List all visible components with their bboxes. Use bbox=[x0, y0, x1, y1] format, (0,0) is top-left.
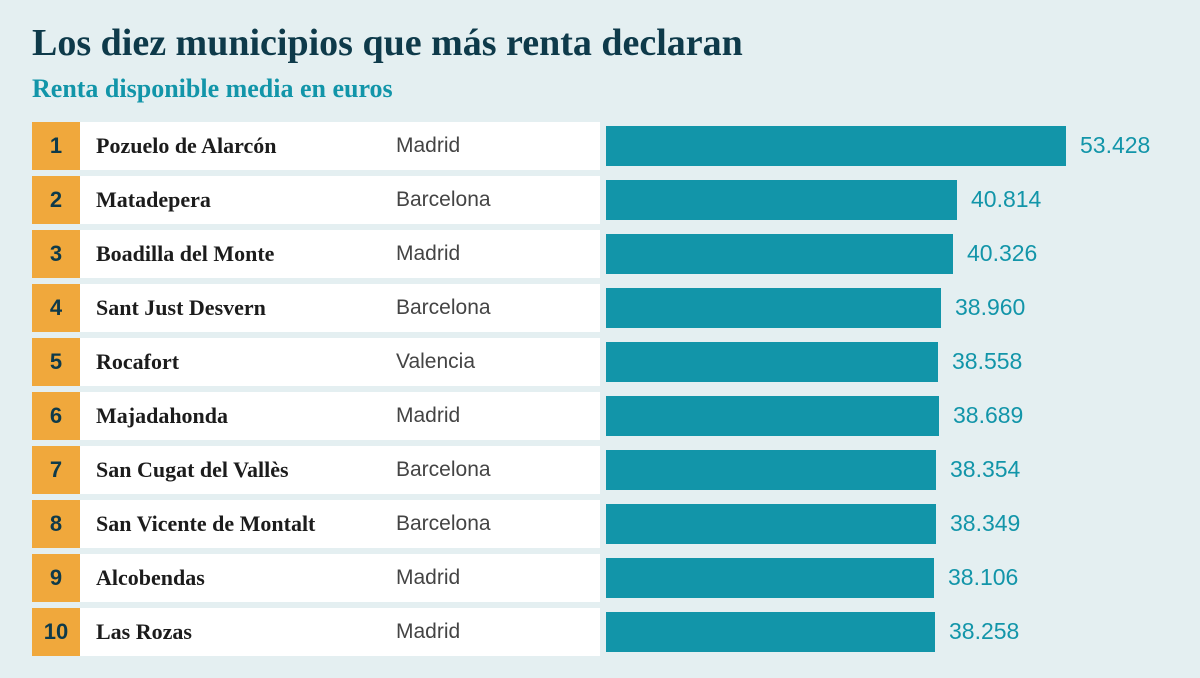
province-label: Barcelona bbox=[396, 458, 491, 482]
table-row: 9AlcobendasMadrid38.106 bbox=[32, 554, 1168, 602]
bar-fill bbox=[606, 504, 936, 544]
rank-badge: 7 bbox=[32, 446, 80, 494]
value-label: 38.349 bbox=[950, 510, 1020, 537]
chart-title: Los diez municipios que más renta declar… bbox=[32, 22, 1168, 66]
rank-badge: 1 bbox=[32, 122, 80, 170]
table-row: 5RocafortValencia38.558 bbox=[32, 338, 1168, 386]
province-label: Madrid bbox=[396, 404, 460, 428]
bar-cell: 38.106 bbox=[600, 554, 1168, 602]
municipality-label: Majadahonda bbox=[96, 403, 396, 429]
rank-badge: 2 bbox=[32, 176, 80, 224]
bar-fill bbox=[606, 612, 935, 652]
municipality-label: Boadilla del Monte bbox=[96, 241, 396, 267]
value-label: 40.814 bbox=[971, 186, 1041, 213]
bar-fill bbox=[606, 234, 953, 274]
chart-rows: 1Pozuelo de AlarcónMadrid53.4282Matadepe… bbox=[32, 122, 1168, 656]
label-cell: Sant Just DesvernBarcelona bbox=[80, 284, 600, 332]
rank-badge: 9 bbox=[32, 554, 80, 602]
label-cell: Las RozasMadrid bbox=[80, 608, 600, 656]
value-label: 38.354 bbox=[950, 456, 1020, 483]
municipality-label: San Vicente de Montalt bbox=[96, 511, 396, 537]
municipality-label: Rocafort bbox=[96, 349, 396, 375]
chart-panel: Los diez municipios que más renta declar… bbox=[0, 0, 1200, 678]
municipality-label: Sant Just Desvern bbox=[96, 295, 396, 321]
bar-cell: 38.689 bbox=[600, 392, 1168, 440]
label-cell: Pozuelo de AlarcónMadrid bbox=[80, 122, 600, 170]
value-label: 40.326 bbox=[967, 240, 1037, 267]
chart-subtitle: Renta disponible media en euros bbox=[32, 74, 1168, 104]
municipality-label: Pozuelo de Alarcón bbox=[96, 133, 396, 159]
province-label: Barcelona bbox=[396, 296, 491, 320]
province-label: Valencia bbox=[396, 350, 475, 374]
bar-cell: 38.258 bbox=[600, 608, 1168, 656]
label-cell: MatadeperaBarcelona bbox=[80, 176, 600, 224]
value-label: 38.960 bbox=[955, 294, 1025, 321]
bar-fill bbox=[606, 558, 934, 598]
bar-cell: 38.349 bbox=[600, 500, 1168, 548]
bar-fill bbox=[606, 450, 936, 490]
label-cell: San Vicente de MontaltBarcelona bbox=[80, 500, 600, 548]
table-row: 7San Cugat del VallèsBarcelona38.354 bbox=[32, 446, 1168, 494]
bar-fill bbox=[606, 396, 939, 436]
bar-fill bbox=[606, 180, 957, 220]
province-label: Madrid bbox=[396, 620, 460, 644]
value-label: 38.689 bbox=[953, 402, 1023, 429]
bar-cell: 38.354 bbox=[600, 446, 1168, 494]
rank-badge: 5 bbox=[32, 338, 80, 386]
province-label: Madrid bbox=[396, 134, 460, 158]
bar-cell: 38.960 bbox=[600, 284, 1168, 332]
label-cell: AlcobendasMadrid bbox=[80, 554, 600, 602]
table-row: 10Las RozasMadrid38.258 bbox=[32, 608, 1168, 656]
label-cell: Boadilla del MonteMadrid bbox=[80, 230, 600, 278]
rank-badge: 10 bbox=[32, 608, 80, 656]
value-label: 38.258 bbox=[949, 618, 1019, 645]
province-label: Barcelona bbox=[396, 188, 491, 212]
label-cell: San Cugat del VallèsBarcelona bbox=[80, 446, 600, 494]
table-row: 3Boadilla del MonteMadrid40.326 bbox=[32, 230, 1168, 278]
bar-cell: 38.558 bbox=[600, 338, 1168, 386]
rank-badge: 4 bbox=[32, 284, 80, 332]
municipality-label: Alcobendas bbox=[96, 565, 396, 591]
table-row: 2MatadeperaBarcelona40.814 bbox=[32, 176, 1168, 224]
table-row: 6MajadahondaMadrid38.689 bbox=[32, 392, 1168, 440]
bar-cell: 40.814 bbox=[600, 176, 1168, 224]
label-cell: RocafortValencia bbox=[80, 338, 600, 386]
bar-fill bbox=[606, 288, 941, 328]
bar-fill bbox=[606, 126, 1066, 166]
value-label: 38.558 bbox=[952, 348, 1022, 375]
province-label: Barcelona bbox=[396, 512, 491, 536]
table-row: 1Pozuelo de AlarcónMadrid53.428 bbox=[32, 122, 1168, 170]
table-row: 8San Vicente de MontaltBarcelona38.349 bbox=[32, 500, 1168, 548]
bar-cell: 53.428 bbox=[600, 122, 1168, 170]
label-cell: MajadahondaMadrid bbox=[80, 392, 600, 440]
municipality-label: Matadepera bbox=[96, 187, 396, 213]
province-label: Madrid bbox=[396, 566, 460, 590]
rank-badge: 6 bbox=[32, 392, 80, 440]
province-label: Madrid bbox=[396, 242, 460, 266]
bar-fill bbox=[606, 342, 938, 382]
value-label: 53.428 bbox=[1080, 132, 1150, 159]
table-row: 4Sant Just DesvernBarcelona38.960 bbox=[32, 284, 1168, 332]
rank-badge: 8 bbox=[32, 500, 80, 548]
value-label: 38.106 bbox=[948, 564, 1018, 591]
municipality-label: San Cugat del Vallès bbox=[96, 457, 396, 483]
bar-cell: 40.326 bbox=[600, 230, 1168, 278]
rank-badge: 3 bbox=[32, 230, 80, 278]
municipality-label: Las Rozas bbox=[96, 619, 396, 645]
